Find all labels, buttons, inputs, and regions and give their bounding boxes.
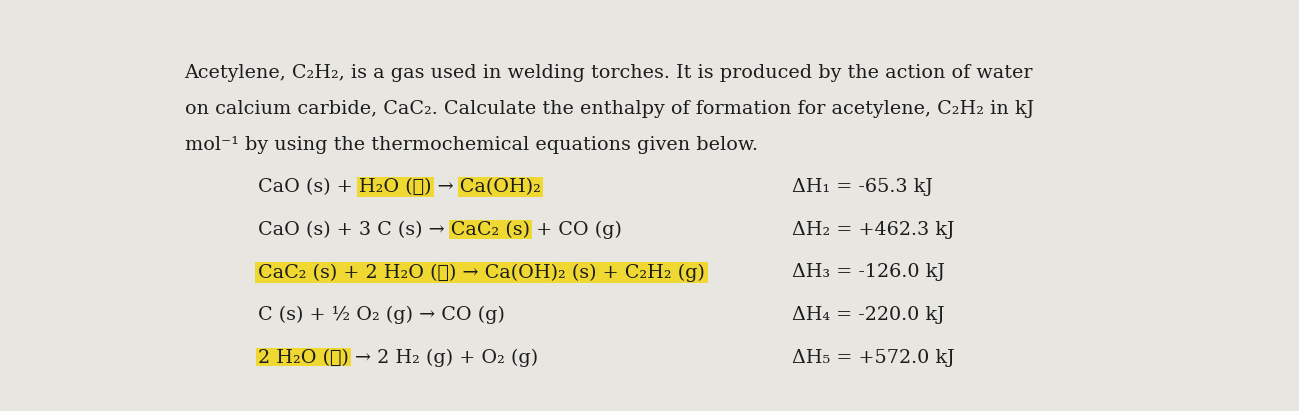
Text: C (s) + ½ O₂ (g) → CO (g): C (s) + ½ O₂ (g) → CO (g) <box>259 306 505 324</box>
FancyBboxPatch shape <box>457 178 543 196</box>
Text: ΔH₄ = -220.0 kJ: ΔH₄ = -220.0 kJ <box>791 306 944 324</box>
Text: ΔH₁ = -65.3 kJ: ΔH₁ = -65.3 kJ <box>791 178 933 196</box>
FancyBboxPatch shape <box>255 262 708 282</box>
Text: Acetylene, C₂H₂, is a gas used in welding torches. It is produced by the action : Acetylene, C₂H₂, is a gas used in weldin… <box>184 64 1033 81</box>
Text: CaO (s) + 3 C (s) → CaC₂ (s) + CO (g): CaO (s) + 3 C (s) → CaC₂ (s) + CO (g) <box>259 221 622 239</box>
FancyBboxPatch shape <box>256 348 351 367</box>
Text: ΔH₅ = +572.0 kJ: ΔH₅ = +572.0 kJ <box>791 349 955 367</box>
Text: ΔH₂ = +462.3 kJ: ΔH₂ = +462.3 kJ <box>791 221 953 239</box>
Text: mol⁻¹ by using the thermochemical equations given below.: mol⁻¹ by using the thermochemical equati… <box>184 136 757 155</box>
Text: CaC₂ (s) + 2 H₂O (ℓ) → Ca(OH)₂ (s) + C₂H₂ (g): CaC₂ (s) + 2 H₂O (ℓ) → Ca(OH)₂ (s) + C₂H… <box>259 263 705 282</box>
Text: 2 H₂O (ℓ) → 2 H₂ (g) + O₂ (g): 2 H₂O (ℓ) → 2 H₂ (g) + O₂ (g) <box>259 349 538 367</box>
FancyBboxPatch shape <box>357 178 434 196</box>
Text: CaO (s) + H₂O (ℓ) → Ca(OH)₂: CaO (s) + H₂O (ℓ) → Ca(OH)₂ <box>259 178 540 196</box>
Text: ΔH₃ = -126.0 kJ: ΔH₃ = -126.0 kJ <box>791 263 944 282</box>
Text: on calcium carbide, CaC₂. Calculate the enthalpy of formation for acetylene, C₂H: on calcium carbide, CaC₂. Calculate the … <box>184 100 1034 118</box>
FancyBboxPatch shape <box>448 220 533 240</box>
